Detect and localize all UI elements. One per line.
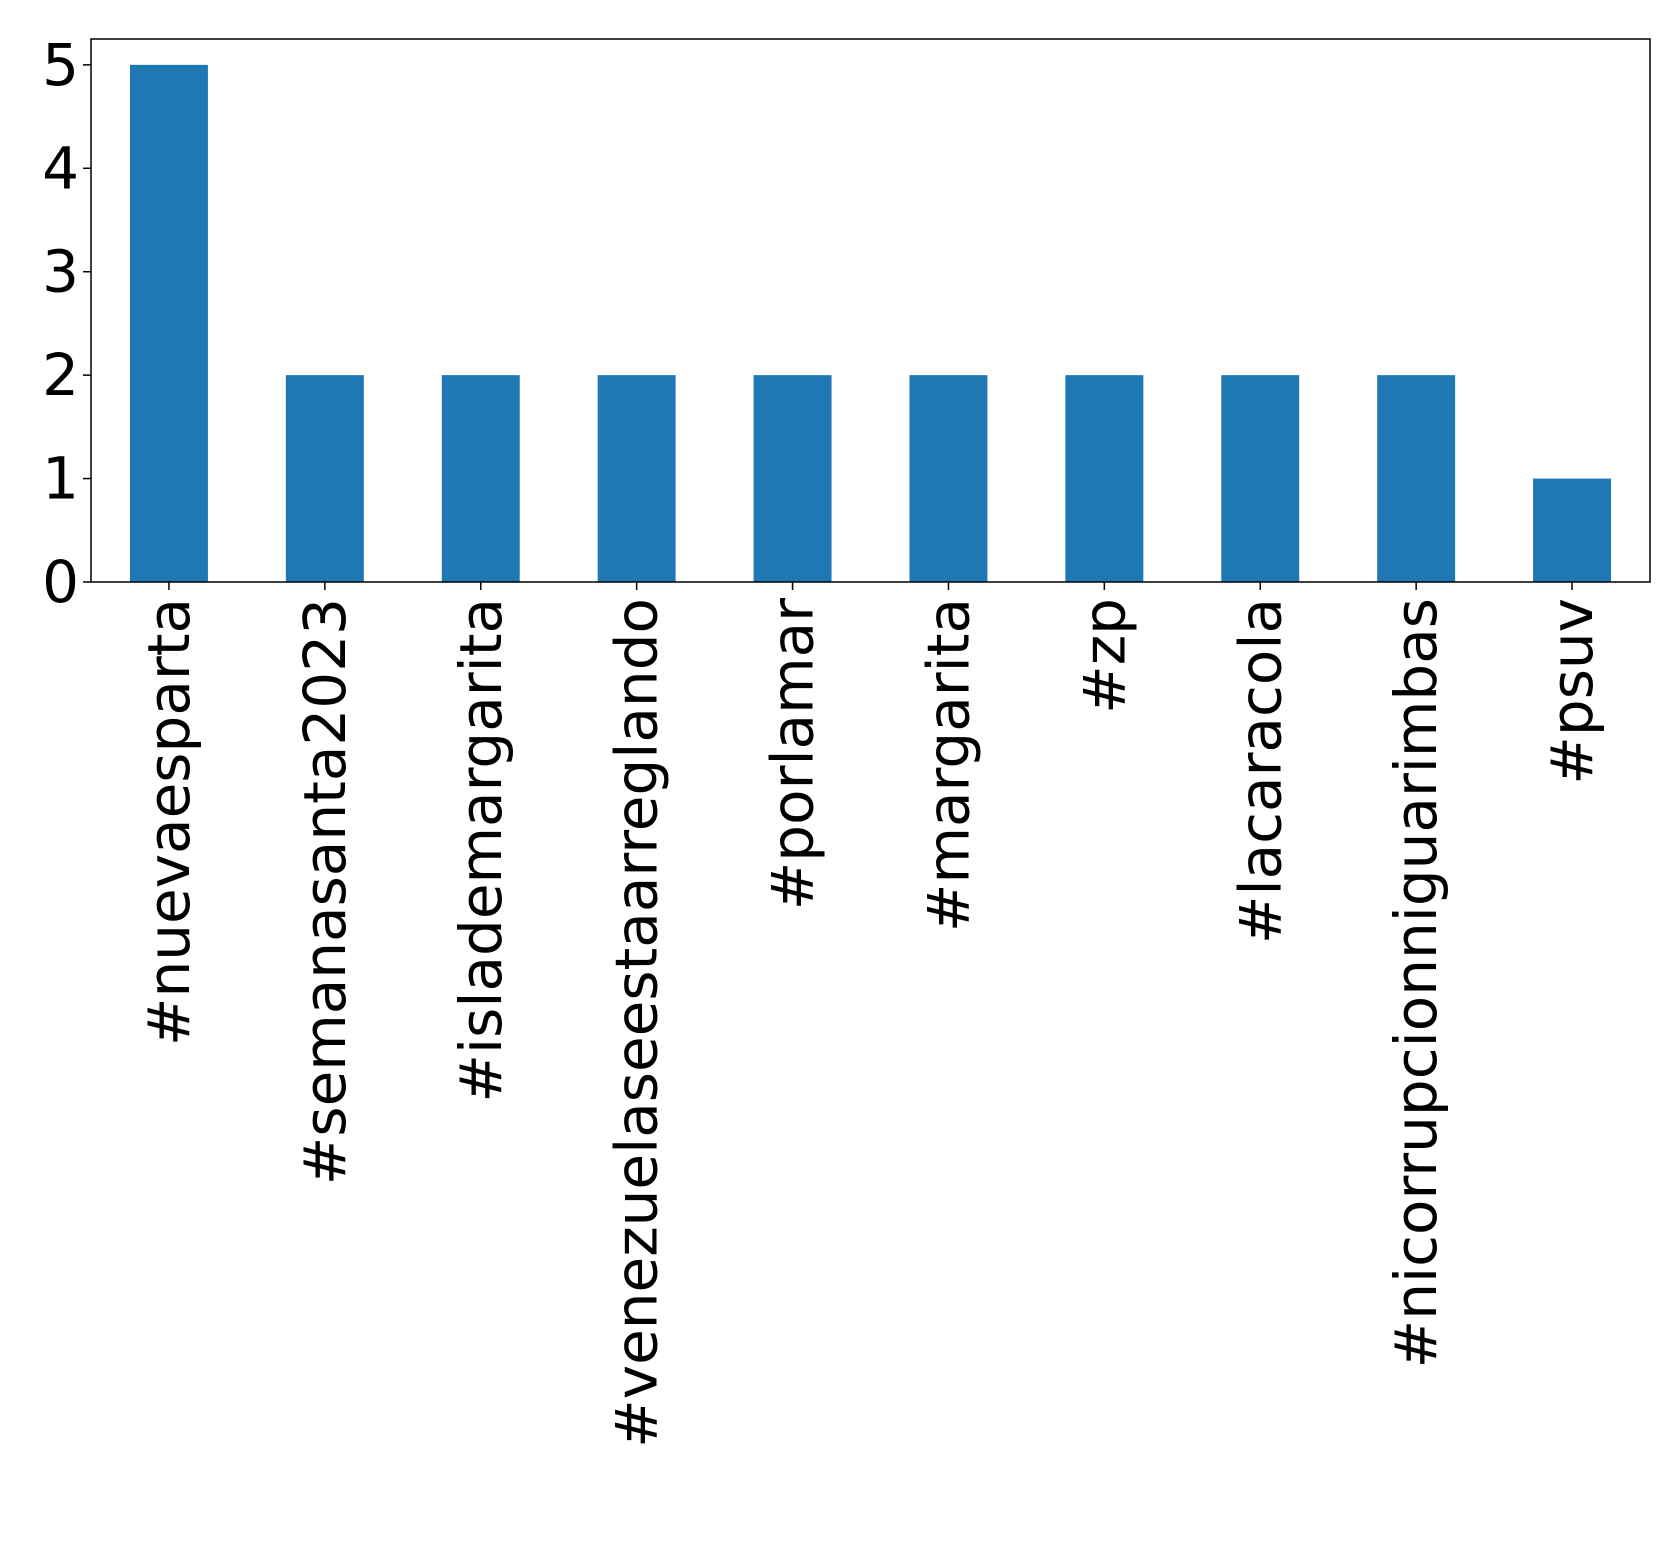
y-tick-label: 1 [42, 445, 79, 513]
x-tick-label: #nuevaesparta [135, 598, 203, 1046]
y-tick-label: 0 [42, 548, 79, 616]
bar [1533, 478, 1612, 582]
y-tick-label: 4 [42, 134, 79, 202]
x-axis: #nuevaesparta #semanasanta2023 #islademarg… [135, 582, 1606, 1448]
bar [753, 375, 832, 582]
x-tick-label: #margarita [914, 598, 982, 932]
bar [597, 375, 676, 582]
x-tick-label: #porlamar [759, 598, 827, 910]
x-tick-label: #zp [1070, 598, 1138, 714]
y-tick-label: 3 [42, 238, 79, 306]
bar [1221, 375, 1300, 582]
x-tick-label: #venezuelaseestaarreglando [603, 598, 671, 1448]
x-tick-label: #psuv [1538, 598, 1606, 785]
plot-frame [90, 38, 1651, 583]
bar [129, 64, 208, 583]
y-axis: 0 1 2 3 4 5 [42, 31, 91, 616]
bar [1377, 375, 1456, 582]
x-tick-label: #islademargarita [447, 598, 515, 1103]
bar [441, 375, 520, 582]
bar [1065, 375, 1144, 582]
y-tick-label: 2 [42, 341, 79, 409]
x-tick-label: #nicorrupcionniguarimbas [1382, 598, 1450, 1368]
bar [285, 375, 364, 582]
bars-layer [129, 64, 1612, 583]
x-tick-label: #lacaracola [1226, 598, 1294, 944]
x-tick-label: #semanasanta2023 [291, 598, 359, 1185]
bar [909, 375, 988, 582]
y-tick-label: 5 [42, 31, 79, 99]
